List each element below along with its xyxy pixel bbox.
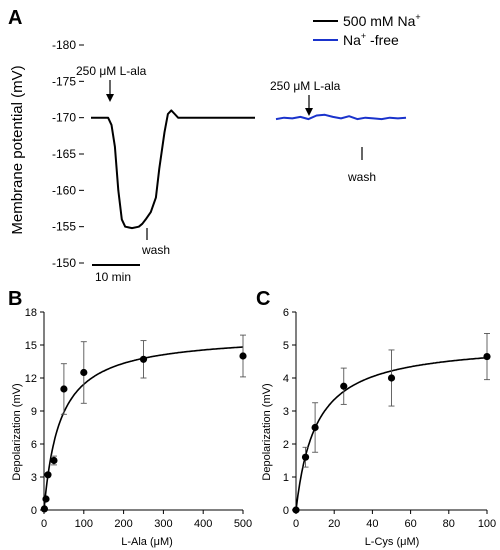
legend-label-na: 500 mM Na+	[343, 12, 421, 29]
panel-c-x-axis-title: L-Cys (μM)	[365, 536, 420, 548]
panel-c-x-tick-label: 20	[328, 518, 340, 530]
panel-b-x-tick-label: 300	[154, 518, 172, 530]
scale-bar-label: 10 min	[95, 270, 131, 284]
panel-b-data-point	[60, 385, 68, 393]
panel-a-y-axis-title: Membrane potential (mV)	[9, 65, 26, 234]
panel-b-x-axis-title: L-Ala (μM)	[121, 536, 173, 548]
panel-c-y-tick-label: 5	[283, 340, 289, 352]
panel-c-x-tick-label: 0	[293, 518, 299, 530]
panel-a-y-tick-label: -170	[52, 111, 76, 125]
panel-c-y-axis-title: Depolarization (mV)	[261, 383, 273, 480]
panel-b-x-tick-label: 500	[234, 518, 252, 530]
panel-c-data-point	[311, 423, 319, 432]
panel-c-y-tick-label: 0	[283, 505, 289, 517]
panel-b-y-tick-label: 9	[31, 406, 37, 418]
legend-label-na-free: Na+ -free	[343, 31, 399, 48]
panel-a-y-tick-label: -150	[52, 256, 76, 270]
panel-a-y-tick-label: -175	[52, 74, 76, 88]
panel-b-data-point	[40, 505, 48, 513]
panel-c-data-point	[301, 453, 310, 461]
panel-a-y-tick-label: -165	[52, 147, 76, 161]
panel-a-y-tick-label: -155	[52, 220, 76, 234]
panel-b-dose-response-chart: Depolarization (mV) L-Ala (μM) 0 3 6 9 12 15 1…	[11, 307, 252, 548]
panel-a-trace-chart: Membrane potential (mV) -180 -175 -170 -165…	[9, 12, 421, 284]
panel-b-y-tick-label: 18	[25, 307, 37, 319]
panel-c-x-tick-label: 100	[478, 518, 496, 530]
panel-label-a: A	[8, 7, 22, 29]
lala-arrow-1	[106, 80, 114, 102]
panel-b-data-point	[139, 355, 148, 363]
panel-b-data-point	[44, 471, 52, 479]
panel-c-data-point	[387, 374, 396, 382]
trace-500mm-na	[91, 109, 255, 230]
panel-label-c: C	[256, 288, 270, 310]
panel-b-y-tick-label: 12	[25, 373, 37, 385]
panel-a-y-tick-label: -180	[52, 38, 76, 52]
panel-b-x-tick-label: 100	[75, 518, 93, 530]
panel-b-x-tick-label: 200	[114, 518, 132, 530]
panel-b-x-tick-label: 0	[41, 518, 47, 530]
panel-b-y-tick-label: 0	[31, 505, 37, 517]
lala-annotation-2: 250 μM L-ala	[270, 79, 341, 93]
panel-b-data-point	[50, 456, 58, 465]
panel-a-legend: 500 mM Na+ Na+ -free	[313, 12, 421, 48]
lala-annotation-1: 250 μM L-ala	[76, 64, 147, 78]
panel-b-y-tick-label: 15	[25, 340, 37, 352]
panel-label-b: B	[8, 288, 22, 310]
panel-c-x-tick-label: 40	[366, 518, 378, 530]
panel-b-x-tick-label: 400	[194, 518, 212, 530]
panel-c-data-point	[483, 352, 491, 361]
lala-arrow-2	[305, 95, 313, 116]
trace-na-free	[275, 113, 407, 121]
panel-a-traces	[91, 109, 407, 230]
panel-b-data-point	[42, 495, 50, 503]
panel-b-data-point	[80, 368, 88, 377]
panel-c-data-point	[340, 382, 348, 390]
panel-b-y-tick-label: 3	[31, 472, 37, 484]
panel-b-plot: 0 3 6 9 12 15 18 0 100 200 300 400 500	[25, 307, 252, 530]
panel-c-data-point	[292, 506, 300, 514]
panel-a-y-tick-label: -160	[52, 183, 76, 197]
panel-c-y-tick-label: 3	[283, 406, 289, 418]
panel-b-y-tick-label: 6	[31, 439, 37, 451]
wash-annotation-2: wash	[347, 170, 376, 184]
panel-c-x-tick-label: 80	[443, 518, 455, 530]
panel-c-y-tick-label: 1	[283, 472, 289, 484]
panel-c-y-tick-label: 2	[283, 439, 289, 451]
wash-annotation-1: wash	[141, 243, 170, 257]
panel-c-y-tick-label: 4	[283, 373, 289, 385]
panel-c-y-tick-label: 6	[283, 307, 289, 319]
panel-c-x-tick-label: 60	[404, 518, 416, 530]
panel-b-y-axis-title: Depolarization (mV)	[11, 383, 23, 480]
panel-a-y-axis: -180 -175 -170 -165 -160 -155 -150	[52, 38, 84, 270]
panel-b-data-point	[239, 352, 247, 360]
